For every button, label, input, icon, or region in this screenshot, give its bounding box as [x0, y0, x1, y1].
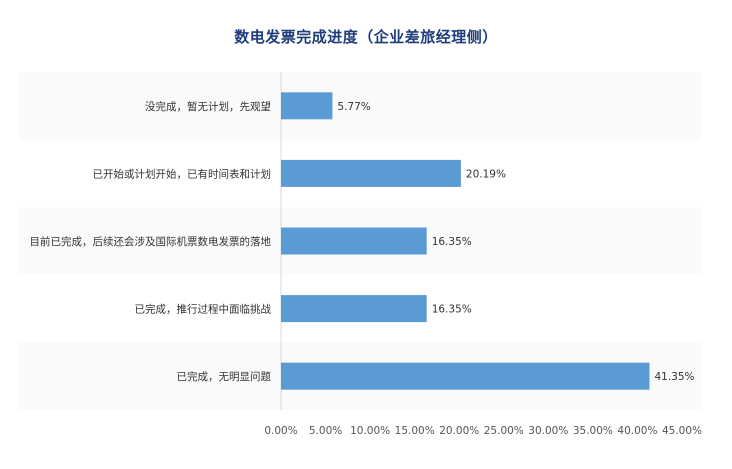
bar [281, 362, 650, 390]
x-tick-label: 40.00% [617, 425, 657, 437]
bar [281, 227, 427, 255]
data-label: 16.35% [432, 236, 472, 248]
x-tick-label: 35.00% [573, 425, 613, 437]
x-tick-label: 30.00% [528, 425, 568, 437]
bar [281, 159, 461, 187]
x-tick-label: 15.00% [395, 425, 435, 437]
data-label: 5.77% [337, 101, 370, 113]
x-tick-label: 5.00% [309, 425, 342, 437]
bar [281, 92, 333, 120]
category-label: 没完成，暂无计划，先观望 [145, 100, 271, 113]
category-label: 已开始或计划开始，已有时间表和计划 [93, 167, 272, 180]
chart-title: 数电发票完成进度（企业差旅经理侧） [234, 28, 498, 46]
x-tick-label: 10.00% [350, 425, 390, 437]
x-tick-label: 0.00% [264, 425, 297, 437]
data-label: 16.35% [432, 304, 472, 316]
category-band [18, 72, 702, 140]
category-label: 已完成，无明显问题 [177, 370, 272, 383]
x-tick-label: 45.00% [662, 425, 702, 437]
category-label: 目前已完成，后续还会涉及国际机票数电发票的落地 [30, 235, 272, 248]
data-label: 20.19% [466, 168, 506, 180]
x-tick-label: 20.00% [439, 425, 479, 437]
category-label: 已完成，推行过程中面临挑战 [135, 303, 272, 316]
bar [281, 295, 427, 323]
data-label: 41.35% [654, 371, 694, 383]
x-tick-label: 25.00% [484, 425, 524, 437]
